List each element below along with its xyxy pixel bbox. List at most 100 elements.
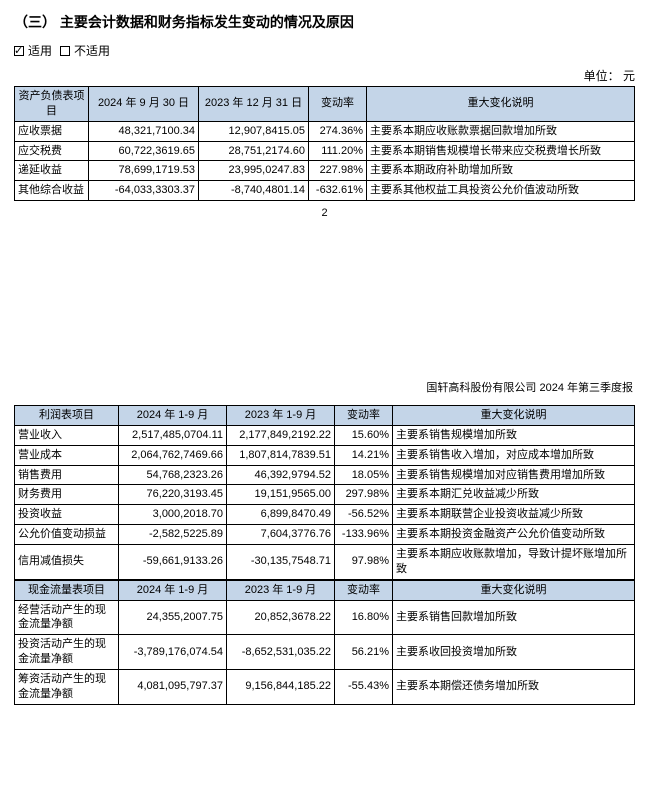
table-cell: 主要系本期汇兑收益减少所致 [393, 485, 635, 505]
table-cell: 2,517,485,0704.11 [119, 425, 227, 445]
table-row: 销售费用54,768,2323.2646,392,9794.5218.05%主要… [15, 465, 635, 485]
checkbox-applicable-icon [14, 46, 24, 56]
section-heading: （三） 主要会计数据和财务指标发生变动的情况及原因 [14, 12, 635, 32]
table-cell: 28,751,2174.60 [199, 141, 309, 161]
table-cell: -632.61% [309, 181, 367, 201]
column-header: 2024 年 1-9 月 [119, 580, 227, 600]
table-cell: 18.05% [335, 465, 393, 485]
table-cell: 227.98% [309, 161, 367, 181]
table-cell: 主要系销售回款增加所致 [393, 600, 635, 635]
column-header: 2024 年 9 月 30 日 [89, 87, 199, 122]
table-cell: 主要系本期政府补助增加所致 [367, 161, 635, 181]
table-cell: 111.20% [309, 141, 367, 161]
table-cell: 其他综合收益 [15, 181, 89, 201]
table-cell: 筹资活动产生的现金流量净额 [15, 669, 119, 704]
table-cell: -64,033,3303.37 [89, 181, 199, 201]
table-cell: 2,177,849,2192.22 [227, 425, 335, 445]
table-row: 信用减值损失-59,661,9133.26-30,135,7548.7197.9… [15, 544, 635, 579]
table-cell: 经营活动产生的现金流量净额 [15, 600, 119, 635]
column-header: 变动率 [335, 580, 393, 600]
balance-sheet-table: 资产负债表项目2024 年 9 月 30 日2023 年 12 月 31 日变动… [14, 86, 635, 201]
table-cell: 主要系本期联营企业投资收益减少所致 [393, 505, 635, 525]
column-header: 2023 年 12 月 31 日 [199, 87, 309, 122]
table-cell: 投资收益 [15, 505, 119, 525]
column-header: 重大变化说明 [393, 580, 635, 600]
table-cell: 48,321,7100.34 [89, 121, 199, 141]
table-cell: 主要系销售收入增加，对应成本增加所致 [393, 445, 635, 465]
table-row: 筹资活动产生的现金流量净额4,081,095,797.379,156,844,1… [15, 669, 635, 704]
table-cell: 应收票据 [15, 121, 89, 141]
table-cell: 主要系本期应收账款增加，导致计提坏账增加所致 [393, 544, 635, 579]
table-cell: 60,722,3619.65 [89, 141, 199, 161]
table-cell: 主要系销售规模增加所致 [393, 425, 635, 445]
page-number: 2 [14, 207, 635, 219]
table-cell: 公允价值变动损益 [15, 525, 119, 545]
table-cell: 信用减值损失 [15, 544, 119, 579]
table-header-row: 资产负债表项目2024 年 9 月 30 日2023 年 12 月 31 日变动… [15, 87, 635, 122]
column-header: 重大变化说明 [367, 87, 635, 122]
checkbox-not-applicable-icon [60, 46, 70, 56]
table-cell: 274.36% [309, 121, 367, 141]
table-cell: 20,852,3678.22 [227, 600, 335, 635]
column-header: 重大变化说明 [393, 406, 635, 426]
column-header: 现金流量表项目 [15, 580, 119, 600]
table-row: 应收票据48,321,7100.3412,907,8415.05274.36%主… [15, 121, 635, 141]
table-cell: 54,768,2323.26 [119, 465, 227, 485]
table-row: 其他综合收益-64,033,3303.37-8,740,4801.14-632.… [15, 181, 635, 201]
cashflow-table: 现金流量表项目2024 年 1-9 月2023 年 1-9 月变动率重大变化说明… [14, 580, 635, 705]
table-cell: -55.43% [335, 669, 393, 704]
column-header: 利润表项目 [15, 406, 119, 426]
column-header: 变动率 [335, 406, 393, 426]
label-applicable: 适用 [28, 42, 52, 59]
table-cell: 16.80% [335, 600, 393, 635]
table-cell: 主要系销售规模增加对应销售费用增加所致 [393, 465, 635, 485]
table-cell: 营业成本 [15, 445, 119, 465]
table-cell: -59,661,9133.26 [119, 544, 227, 579]
income-statement-table: 利润表项目2024 年 1-9 月2023 年 1-9 月变动率重大变化说明 营… [14, 405, 635, 580]
column-header: 变动率 [309, 87, 367, 122]
table-cell: 主要系本期应收账款票据回款增加所致 [367, 121, 635, 141]
table-cell: 24,355,2007.75 [119, 600, 227, 635]
table-cell: 7,604,3776.76 [227, 525, 335, 545]
table-cell: 19,151,9565.00 [227, 485, 335, 505]
table-cell: 6,899,8470.49 [227, 505, 335, 525]
table-cell: 297.98% [335, 485, 393, 505]
table-cell: -30,135,7548.71 [227, 544, 335, 579]
table-header-row: 现金流量表项目2024 年 1-9 月2023 年 1-9 月变动率重大变化说明 [15, 580, 635, 600]
table-cell: -2,582,5225.89 [119, 525, 227, 545]
table-cell: 97.98% [335, 544, 393, 579]
table-cell: 14.21% [335, 445, 393, 465]
table-cell: 递延收益 [15, 161, 89, 181]
table-cell: -8,740,4801.14 [199, 181, 309, 201]
table-row: 应交税费60,722,3619.6528,751,2174.60111.20%主… [15, 141, 635, 161]
table-cell: 营业收入 [15, 425, 119, 445]
table-row: 公允价值变动损益-2,582,5225.897,604,3776.76-133.… [15, 525, 635, 545]
table-cell: 投资活动产生的现金流量净额 [15, 635, 119, 670]
table-cell: -3,789,176,074.54 [119, 635, 227, 670]
table-cell: 15.60% [335, 425, 393, 445]
table-header-row: 利润表项目2024 年 1-9 月2023 年 1-9 月变动率重大变化说明 [15, 406, 635, 426]
table-row: 投资活动产生的现金流量净额-3,789,176,074.54-8,652,531… [15, 635, 635, 670]
table-cell: 主要系本期投资金融资产公允价值变动所致 [393, 525, 635, 545]
applicability-row: 适用 不适用 [14, 42, 635, 59]
table-cell: 财务费用 [15, 485, 119, 505]
table-cell: 4,081,095,797.37 [119, 669, 227, 704]
table-cell: 23,995,0247.83 [199, 161, 309, 181]
table-cell: 2,064,762,7469.66 [119, 445, 227, 465]
table-cell: 46,392,9794.52 [227, 465, 335, 485]
table-row: 营业成本2,064,762,7469.661,807,814,7839.5114… [15, 445, 635, 465]
table-row: 投资收益3,000,2018.706,899,8470.49-56.52%主要系… [15, 505, 635, 525]
table-cell: -8,652,531,035.22 [227, 635, 335, 670]
table-row: 财务费用76,220,3193.4519,151,9565.00297.98%主… [15, 485, 635, 505]
table-cell: 76,220,3193.45 [119, 485, 227, 505]
table-cell: -133.96% [335, 525, 393, 545]
table-row: 递延收益78,699,1719.5323,995,0247.83227.98%主… [15, 161, 635, 181]
column-header: 2023 年 1-9 月 [227, 406, 335, 426]
table-cell: 9,156,844,185.22 [227, 669, 335, 704]
column-header: 2024 年 1-9 月 [119, 406, 227, 426]
table-row: 经营活动产生的现金流量净额24,355,2007.7520,852,3678.2… [15, 600, 635, 635]
label-not-applicable: 不适用 [74, 42, 110, 59]
column-header: 2023 年 1-9 月 [227, 580, 335, 600]
report-title: 国轩高科股份有限公司 2024 年第三季度报 [14, 379, 635, 395]
table-cell: 12,907,8415.05 [199, 121, 309, 141]
